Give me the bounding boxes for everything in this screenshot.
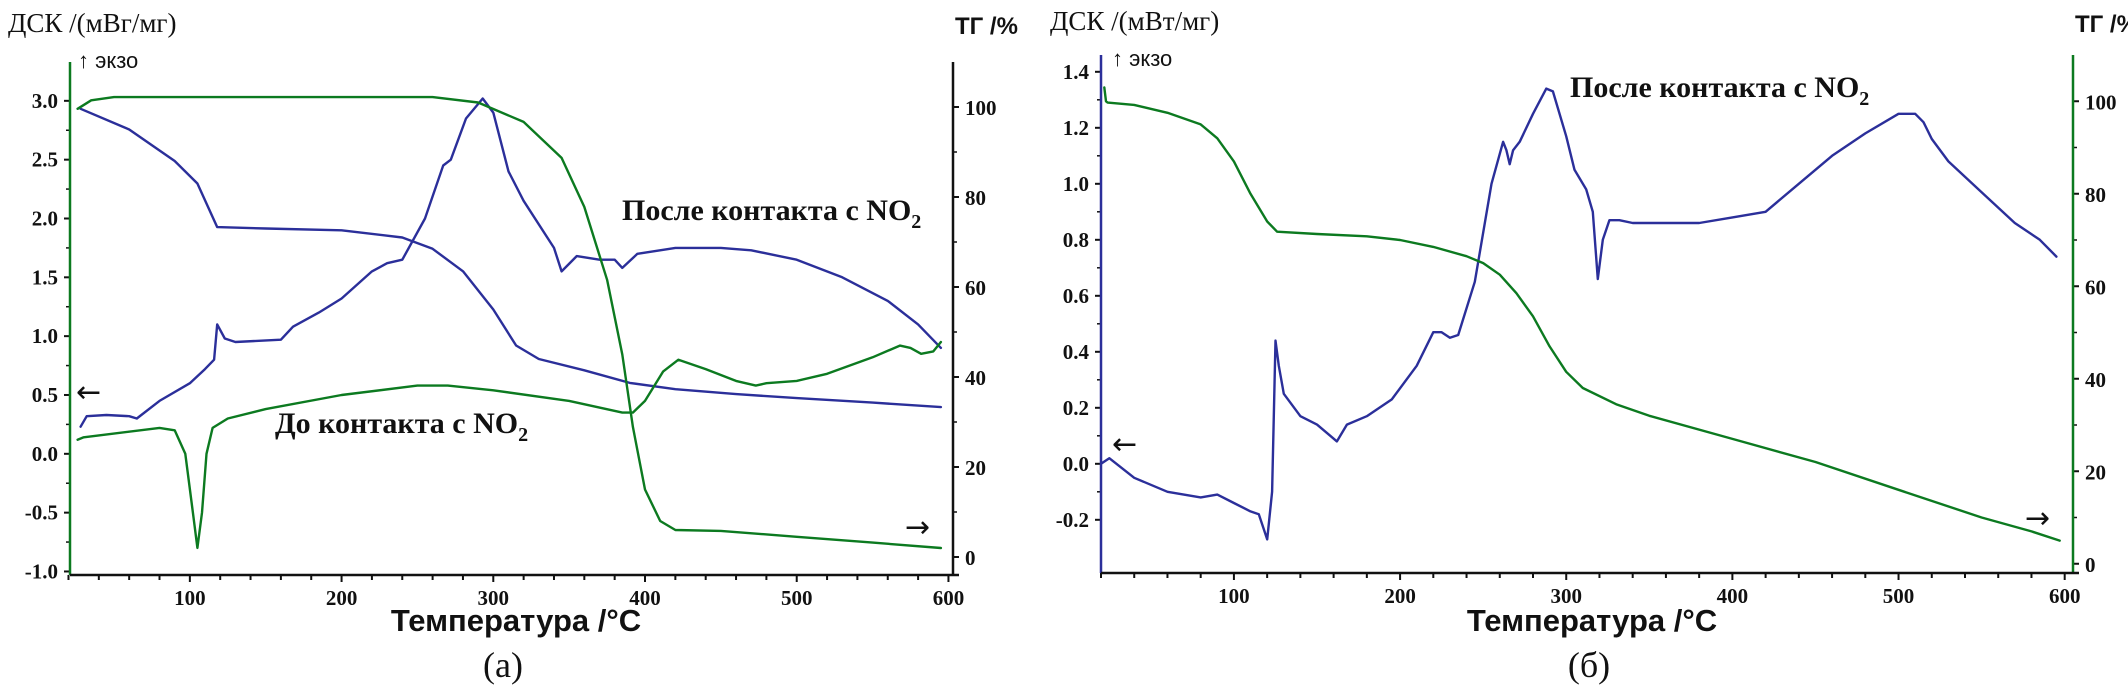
series-line: [76, 340, 943, 550]
left-axis-title: ДСК /(мВг/мг): [8, 8, 177, 38]
left-tick-label: 1.5: [32, 265, 58, 289]
series-line: [76, 95, 943, 550]
x-tick-label: 100: [174, 586, 206, 610]
series-line: [1099, 87, 2058, 541]
left-tick-label: 0.0: [1063, 452, 1089, 476]
x-tick-label: 400: [1717, 584, 1749, 608]
panel-caption: (б): [1568, 645, 1610, 685]
curves: [1099, 86, 2061, 542]
annotation-before-contact: До контакта с NO2: [275, 407, 528, 446]
x-axis-title: Температура /°C: [1467, 603, 1717, 638]
right-tick-label: 40: [965, 366, 986, 390]
left-axis-ticks: 3.0 2.5 2.0 1.5 1.0 0.5 0.0 -0.5 -1.0: [25, 89, 70, 583]
annotation-after-contact: После контакта с NO2: [622, 194, 921, 233]
left-axis-arrow-icon: ←: [76, 375, 101, 410]
panel-b: ДСК /(мВт/мг) ↑ экзо ТГ /% 1.4 1.2 1.0 0.8 0…: [1050, 6, 2128, 685]
left-tick-label: 0.5: [32, 383, 58, 407]
left-tick-label: -0.2: [1056, 508, 1089, 532]
left-axis-ticks: 1.4 1.2 1.0 0.8 0.6 0.4 0.2 0.0 -0.2: [1056, 60, 1101, 532]
x-tick-label: 300: [1550, 584, 1582, 608]
annotation-subscript: 2: [911, 211, 921, 233]
left-tick-label: -1.0: [25, 559, 58, 583]
left-tick-label: 0.0: [32, 442, 58, 466]
exo-label: ↑ экзо: [78, 48, 138, 73]
right-tick-label: 0: [2085, 553, 2096, 577]
right-tick-label: 20: [2085, 460, 2106, 484]
right-tick-label: 80: [2085, 183, 2106, 207]
x-tick-label: 100: [1218, 584, 1250, 608]
series-line: [79, 107, 943, 409]
annotation-subscript: 2: [1859, 88, 1869, 110]
right-tick-label: 60: [965, 276, 986, 300]
right-tick-label: 80: [965, 186, 986, 210]
annotation-after-contact: После контакта с NO2: [1570, 71, 1869, 110]
right-axis-arrow-icon: →: [2025, 501, 2050, 536]
left-tick-label: 3.0: [32, 89, 58, 113]
right-tick-label: 40: [2085, 368, 2106, 392]
left-tick-label: -0.5: [25, 501, 58, 525]
x-tick-label: 200: [1384, 584, 1416, 608]
series-line: [79, 97, 943, 428]
right-axis-ticks: 100 80 60 40 20 0: [953, 96, 997, 570]
right-axis-title: ТГ /%: [955, 13, 1018, 40]
left-tick-label: 0.8: [1063, 228, 1089, 252]
right-tick-label: 100: [965, 96, 997, 120]
left-tick-label: 2.5: [32, 148, 58, 172]
x-tick-label: 500: [1883, 584, 1915, 608]
x-axis-ticks: 100 200 300 400 500 600: [67, 575, 965, 610]
right-axis-ticks: 100 80 60 40 20 0: [2073, 90, 2117, 577]
x-tick-label: 300: [478, 586, 510, 610]
right-axis-arrow-icon: →: [905, 510, 930, 545]
right-tick-label: 60: [2085, 275, 2106, 299]
x-tick-label: 400: [629, 586, 661, 610]
right-axis-title: ТГ /%: [2075, 11, 2128, 38]
right-tick-label: 0: [965, 546, 976, 570]
x-axis-title: Температура /°C: [391, 603, 641, 638]
panel-caption: (а): [483, 645, 523, 685]
left-axis-title: ДСК /(мВт/мг): [1050, 6, 1219, 36]
right-tick-label: 100: [2085, 90, 2117, 114]
left-tick-label: 0.4: [1063, 340, 1090, 364]
left-axis-arrow-icon: ←: [1112, 427, 1137, 462]
annotation-text: До контакта с NO: [275, 407, 518, 440]
left-tick-label: 1.2: [1063, 116, 1089, 140]
exo-label: ↑ экзо: [1112, 46, 1172, 71]
left-tick-label: 1.0: [1063, 172, 1089, 196]
x-tick-label: 600: [2049, 584, 2081, 608]
left-tick-label: 2.0: [32, 206, 58, 230]
x-tick-label: 200: [326, 586, 358, 610]
x-tick-label: 500: [781, 586, 813, 610]
x-tick-label: 600: [933, 586, 965, 610]
left-tick-label: 0.2: [1063, 396, 1089, 420]
left-tick-label: 1.0: [32, 324, 58, 348]
series-line: [1103, 86, 2061, 542]
right-tick-label: 20: [965, 456, 986, 480]
annotation-text: После контакта с NO: [622, 194, 911, 227]
left-tick-label: 1.4: [1063, 60, 1090, 84]
curves: [76, 95, 943, 550]
panel-a: ДСК /(мВг/мг) ↑ экзо ТГ /% 3.0 2.5 2.0 1.5 1…: [8, 8, 1018, 685]
left-tick-label: 0.6: [1063, 284, 1089, 308]
annotation-text: После контакта с NO: [1570, 71, 1859, 104]
annotation-subscript: 2: [518, 424, 528, 446]
